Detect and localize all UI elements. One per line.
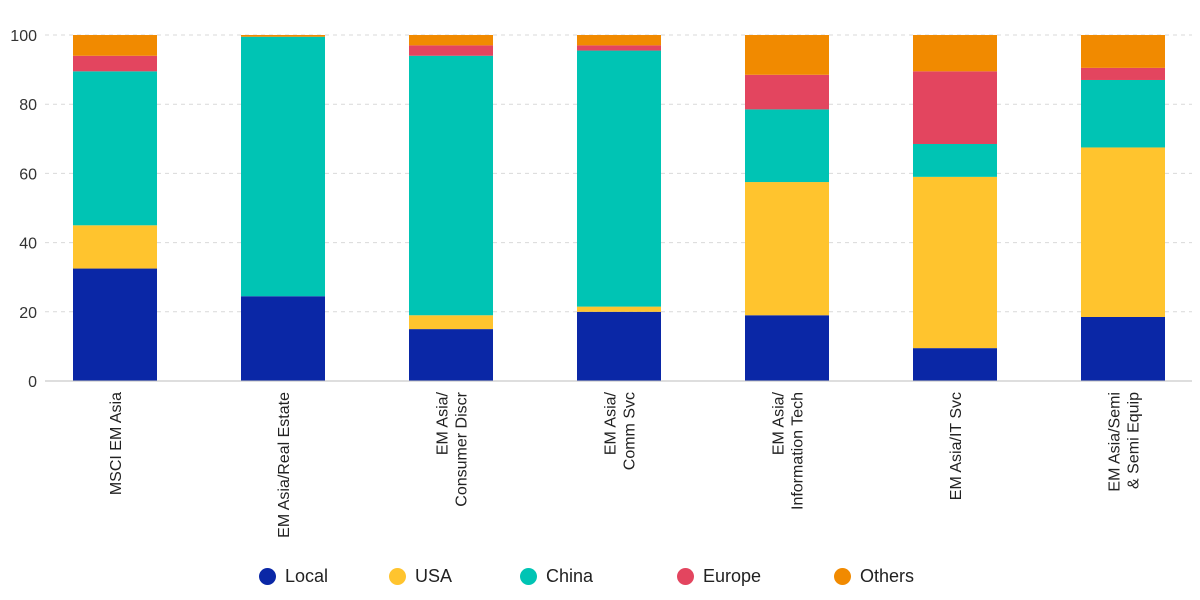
bar-segment-local [1081,316,1165,381]
legend: Local USA China Europe Others [0,562,1200,592]
bar-segment-usa [745,182,829,316]
bar-segment-local [241,296,325,381]
legend-item-others: Others [834,562,914,590]
y-tick-label: 100 [10,28,37,45]
x-tick-label-line: EM Asia/Semi [1107,392,1124,492]
x-tick-label: EM Asia/Information Tech [771,391,807,510]
bar-segment-others [577,35,661,46]
y-tick-label: 80 [19,97,37,114]
x-tick-label-line: EM Asia/ [435,391,452,455]
legend-label: China [546,565,594,586]
bar-segment-china [745,109,829,183]
legend-swatch [389,567,406,585]
bar-segment-usa [1081,147,1165,317]
bar-segment-usa [409,315,493,330]
bar-segment-others [1081,35,1165,68]
bar-segment-europe [73,55,157,72]
bar-segment-europe [577,45,661,51]
legend-swatch [520,567,537,585]
x-tick-label-line: EM Asia/ [771,391,788,455]
x-tick-label: EM Asia/IT Svc [948,392,965,500]
bar-segment-local [913,348,997,381]
x-tick-label-line: MSCI EM Asia [108,392,125,495]
gridlines [45,34,1192,313]
bar-segment-others [913,35,997,72]
bar-segment-others [409,35,493,46]
bar-segment-usa [577,306,661,312]
x-tick-label-line: EM Asia/ [603,391,620,455]
bar-segment-china [913,143,997,177]
legend-item-europe: Europe [677,562,761,590]
bar-segment-europe [409,45,493,56]
bar-segment-china [1081,79,1165,148]
legend-label: Others [860,565,915,586]
bar-segment-local [577,311,661,381]
y-tick-label: 60 [19,166,37,183]
y-tick-label: 40 [19,236,37,253]
legend-label: USA [415,565,453,586]
x-tick-label-line: EM Asia/Real Estate [276,392,293,538]
bar-segment-others [73,35,157,56]
bar-segment-local [409,329,493,381]
x-tick-label: EM Asia/Comm Svc [603,391,639,470]
x-axis-labels: MSCI EM Asia EM Asia/Real Estate EM Asia/C… [108,391,1143,538]
bar-segment-china [241,36,325,297]
legend-swatch [834,567,851,585]
stacked-bar-chart: 0 20 40 60 80 100 MSCI EM Asia EM Asia/Real Es… [10,28,1192,538]
bar-segment-europe [913,71,997,144]
x-tick-label: EM Asia/Semi & Semi Equip [1107,392,1143,492]
legend-swatch [677,567,694,585]
y-tick-label: 0 [28,374,37,391]
bar-segment-local [745,315,829,381]
legend-item-usa: USA [389,562,452,590]
bar-segment-europe [1081,67,1165,80]
bar-segment-usa [913,176,997,349]
bar-segment-others [241,35,325,37]
bar-segment-local [73,268,157,381]
x-tick-label: EM Asia/Real Estate [276,392,293,538]
x-tick-label-line: & Semi Equip [1126,392,1143,489]
legend-swatch [259,567,276,585]
bar-segment-usa [73,225,157,269]
x-tick-label-line: Comm Svc [622,392,639,470]
bar-segment-europe [745,74,829,110]
bar-segment-others [745,35,829,75]
legend-label: Local [285,565,329,586]
x-tick-label: MSCI EM Asia [108,392,125,495]
y-tick-label: 20 [19,305,37,322]
legend-item-china: China [520,562,593,590]
x-tick-label-line: Information Tech [790,392,807,510]
legend-item-local: Local [259,562,328,590]
bars [73,35,1165,381]
x-tick-label-line: EM Asia/IT Svc [948,392,965,500]
x-tick-label-line: Consumer Discr [454,391,471,506]
bar-segment-china [73,71,157,226]
bar-segment-china [577,50,661,307]
legend-label: Europe [703,565,762,586]
bar-segment-china [409,55,493,316]
x-tick-label: EM Asia/Consumer Discr [435,391,471,506]
y-axis-ticks: 0 20 40 60 80 100 [10,28,37,391]
